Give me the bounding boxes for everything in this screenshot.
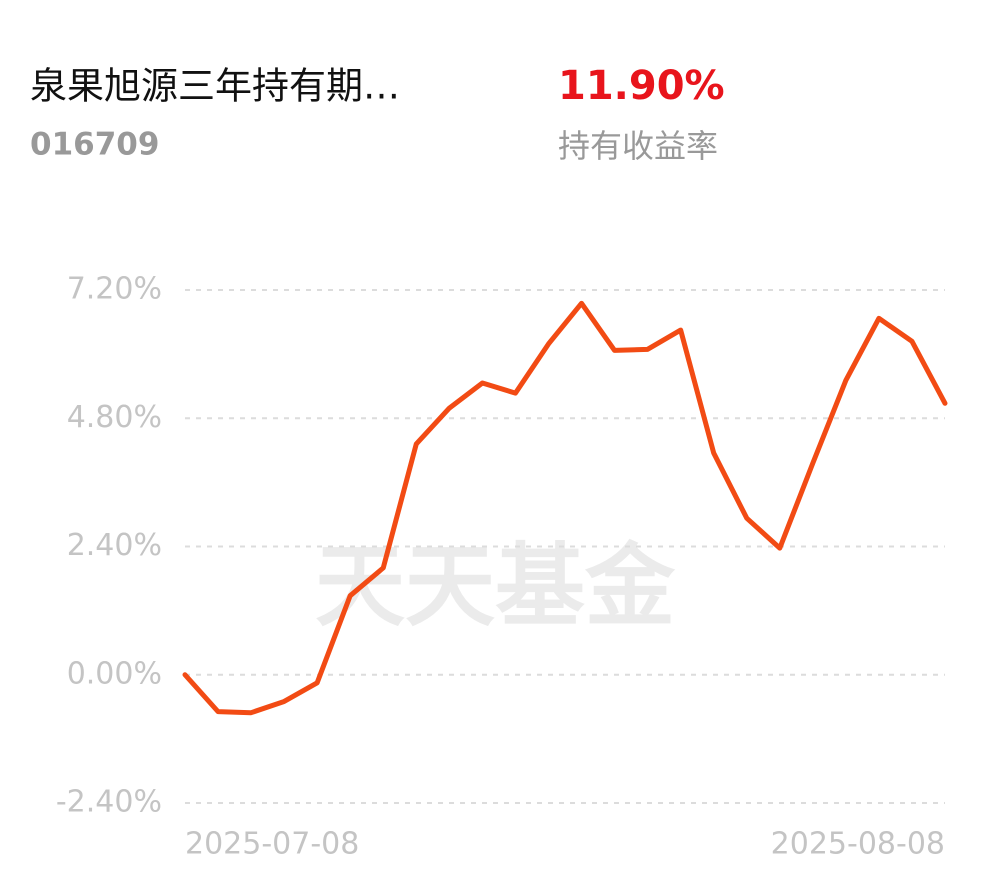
line-series [182, 300, 948, 716]
x-tick-label: 2025-07-08 [185, 827, 359, 862]
x-tick-label: 2025-08-08 [771, 827, 945, 862]
y-tick-label: 2.40% [67, 528, 162, 563]
fund-name: 泉果旭源三年持有期… [30, 65, 400, 108]
return-label: 持有收益率 [558, 127, 718, 165]
y-tick-label: 4.80% [67, 400, 162, 435]
fund-code: 016709 [30, 127, 159, 163]
y-tick-label: 7.20% [67, 272, 162, 307]
y-tick-label: -2.40% [56, 785, 162, 820]
y-tick-label: 0.00% [67, 656, 162, 691]
watermark: 天天基金 [315, 534, 676, 639]
return-value: 11.90% [558, 63, 725, 109]
